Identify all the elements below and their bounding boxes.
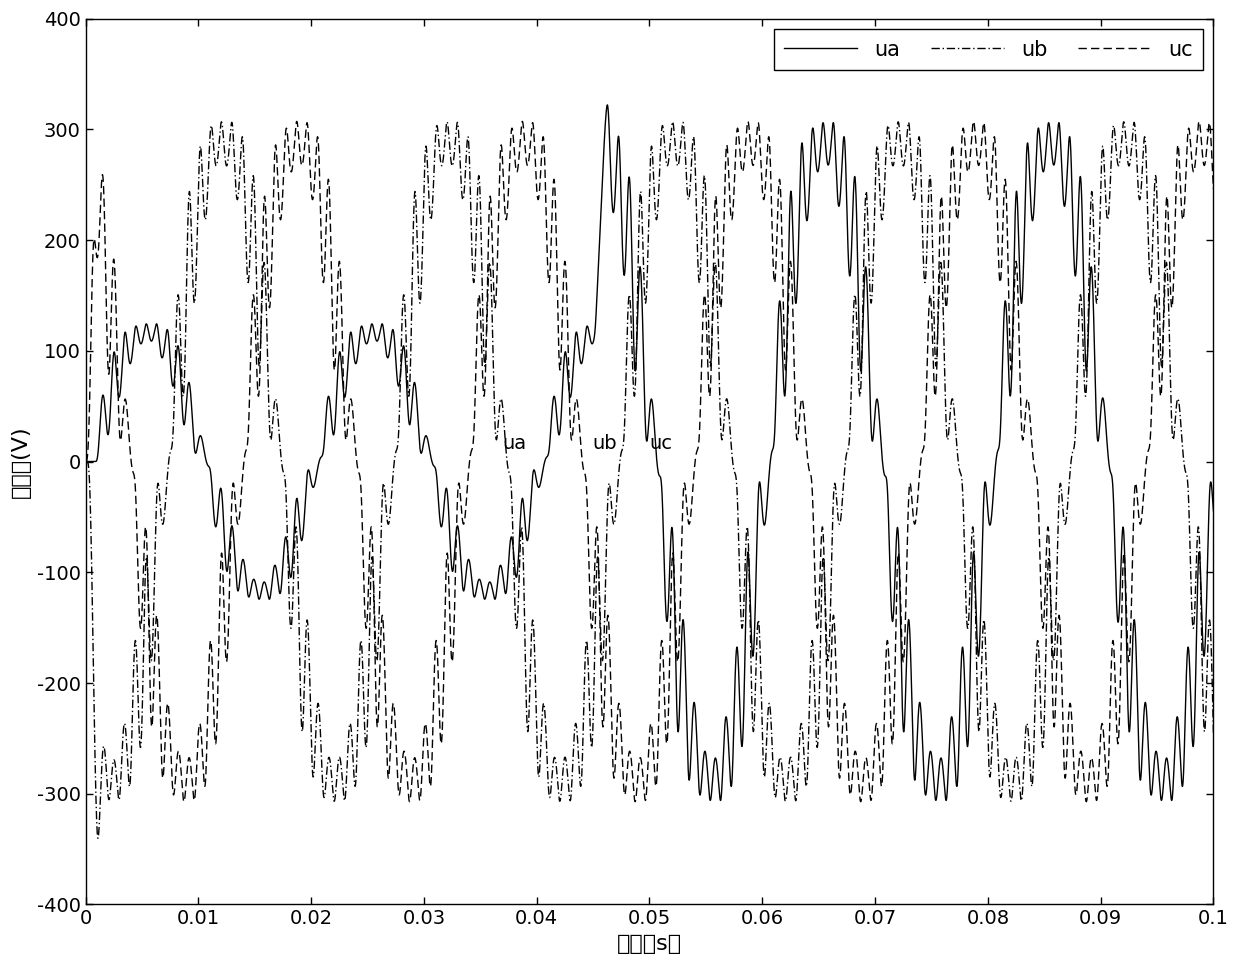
ub xyxy=(665,116,680,127)
uc xyxy=(78,455,93,467)
Text: ub: ub xyxy=(591,433,616,453)
ub xyxy=(193,148,208,159)
uc xyxy=(176,796,191,808)
ub xyxy=(91,833,105,844)
ua xyxy=(78,455,93,467)
uc xyxy=(299,120,314,131)
ub xyxy=(857,254,872,265)
ua xyxy=(842,265,857,277)
ub xyxy=(842,438,857,450)
ub xyxy=(299,620,314,631)
Line: uc: uc xyxy=(86,122,1214,802)
Line: ub: ub xyxy=(86,122,1214,839)
ua xyxy=(1152,778,1167,789)
ua xyxy=(299,480,314,491)
ub xyxy=(78,455,93,467)
uc xyxy=(737,157,751,169)
ua xyxy=(600,99,615,111)
ub xyxy=(1152,310,1167,321)
uc xyxy=(1207,183,1221,195)
ua xyxy=(737,683,751,695)
uc xyxy=(966,116,981,127)
Text: ua: ua xyxy=(502,433,526,453)
X-axis label: 时间（s）: 时间（s） xyxy=(618,934,682,953)
ua xyxy=(713,795,728,807)
uc xyxy=(1152,375,1167,387)
ua xyxy=(1207,505,1221,516)
ub xyxy=(1207,727,1221,738)
ua xyxy=(857,291,872,303)
Y-axis label: 相电压(V): 相电压(V) xyxy=(11,426,31,498)
Line: ua: ua xyxy=(86,105,1214,801)
uc xyxy=(193,729,208,740)
uc xyxy=(842,775,857,786)
ua xyxy=(193,430,208,442)
Legend: ua, ub, uc: ua, ub, uc xyxy=(774,29,1203,70)
Text: uc: uc xyxy=(650,433,672,453)
ub xyxy=(737,587,751,598)
uc xyxy=(857,766,872,778)
